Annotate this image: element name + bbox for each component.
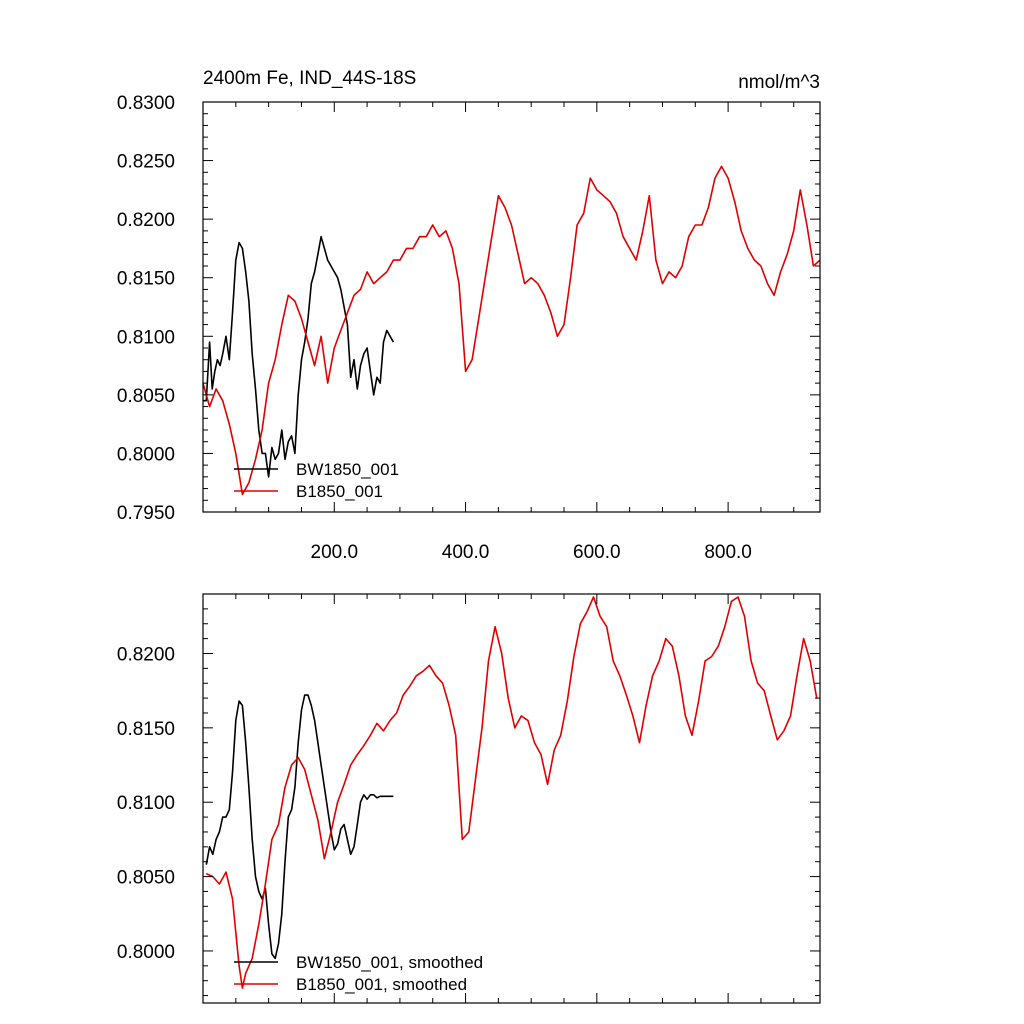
legend-label-b1850: B1850_001 (296, 482, 383, 501)
bottom-series-group (205, 596, 818, 989)
top-legend: BW1850_001 B1850_001 (234, 460, 399, 501)
top-x-tick-labels: 200.0 400.0 600.0 800.0 (311, 542, 752, 563)
top-y-tick-label: 0.7950 (117, 503, 175, 524)
top-y-tick-label: 0.8150 (117, 269, 175, 290)
top-panel-title: 2400m Fe, IND_44S-18S (203, 68, 416, 89)
legend-label-b1850-smoothed: B1850_001, smoothed (296, 975, 467, 994)
top-series-line-b1850 (202, 165, 821, 496)
bottom-y-tick-label: 0.8100 (117, 793, 175, 814)
top-x-tick-label: 400.0 (442, 542, 490, 563)
top-panel-units: nmol/m^3 (738, 72, 820, 93)
legend-label-bw1850: BW1850_001 (296, 460, 399, 479)
top-x-tick-label: 200.0 (311, 542, 359, 563)
top-y-tick-label: 0.8300 (117, 93, 175, 114)
top-series-group (202, 165, 821, 496)
bottom-legend: BW1850_001, smoothed B1850_001, smoothed (234, 953, 483, 994)
bottom-tick-marks (203, 593, 820, 1003)
top-series-line-bw1850 (203, 235, 395, 478)
top-y-tick-label: 0.8250 (117, 152, 175, 173)
top-plot-frame (202, 101, 821, 513)
bottom-series-line-b1850 (205, 596, 818, 989)
bottom-y-tick-label: 0.8050 (117, 868, 175, 889)
bottom-plot-frame (202, 593, 821, 1004)
top-y-tick-label: 0.8050 (117, 386, 175, 407)
bottom-y-tick-labels: 0.8000 0.8050 0.8100 0.8150 0.8200 (117, 644, 175, 962)
top-x-tick-label: 800.0 (704, 542, 752, 563)
top-y-tick-labels: 0.7950 0.8000 0.8050 0.8100 0.8150 0.8200 0.82… (117, 93, 175, 524)
bottom-panel: 0.8000 0.8050 0.8100 0.8150 0.8200 BW1850_00… (117, 593, 821, 1004)
legend-label-bw1850-smoothed: BW1850_001, smoothed (296, 953, 483, 972)
top-y-tick-label: 0.8100 (117, 327, 175, 348)
bottom-y-tick-label: 0.8150 (117, 719, 175, 740)
top-y-tick-label: 0.8000 (117, 444, 175, 465)
top-x-tick-label: 600.0 (573, 542, 621, 563)
top-panel: 2400m Fe, IND_44S-18S nmol/m^3 0.7950 0.8… (117, 68, 821, 563)
top-y-tick-label: 0.8200 (117, 210, 175, 231)
bottom-y-tick-label: 0.8200 (117, 644, 175, 665)
bottom-y-tick-label: 0.8000 (117, 942, 175, 963)
bottom-series-line-bw1850 (205, 694, 394, 960)
